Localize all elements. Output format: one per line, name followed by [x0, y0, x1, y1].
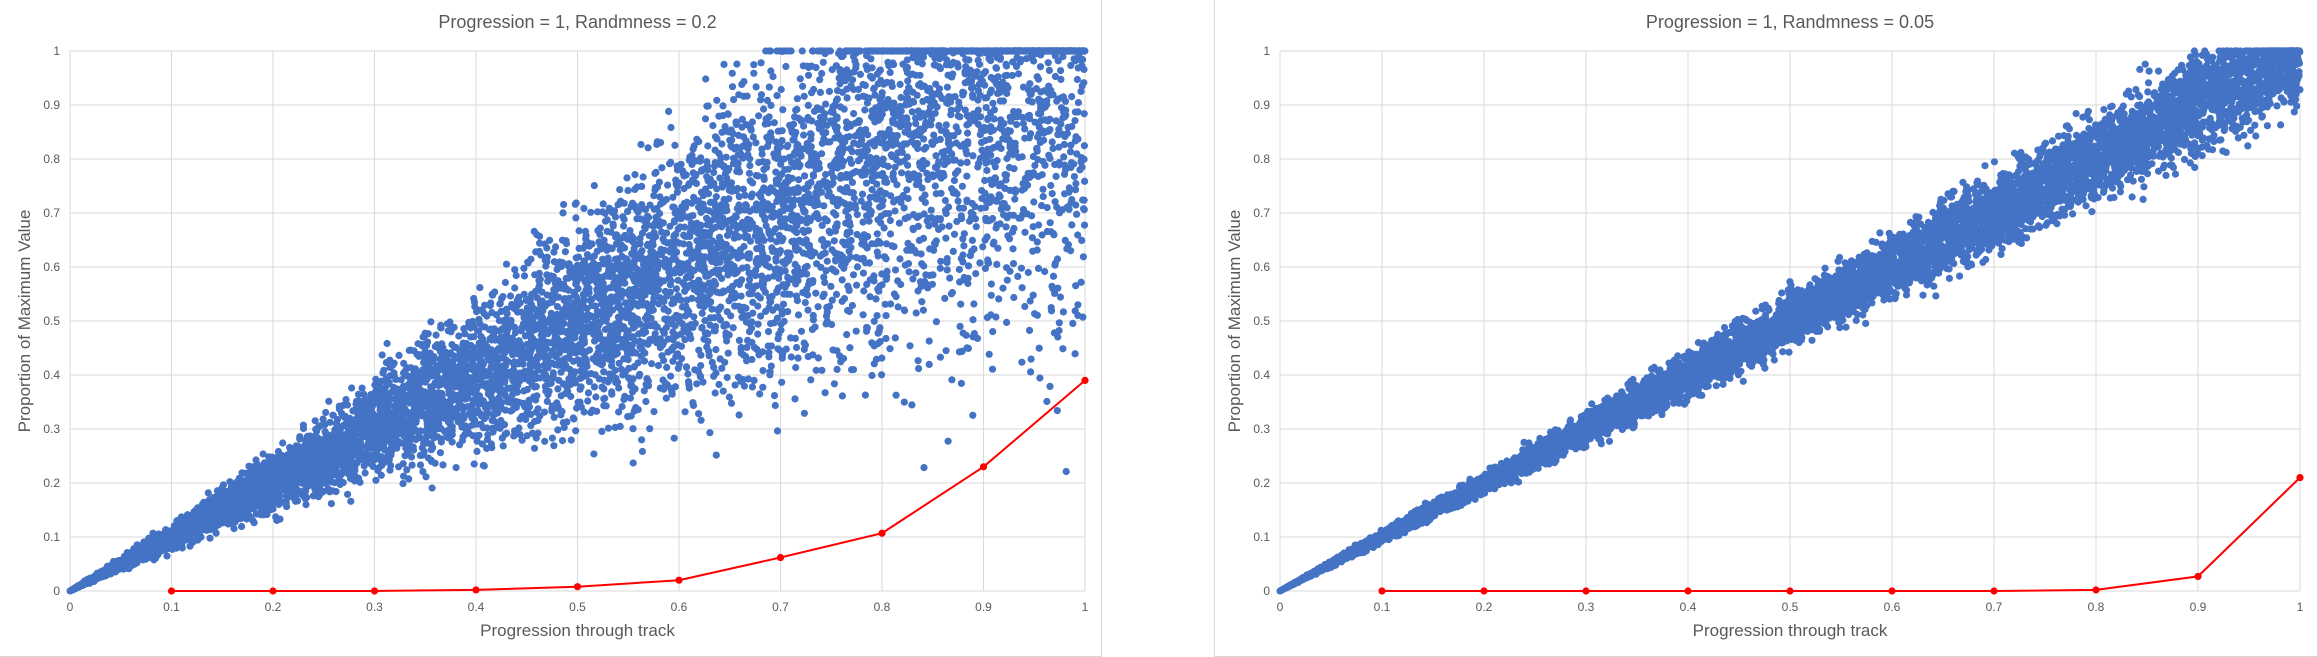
x-tick-label: 0.4	[468, 600, 485, 614]
x-tick-label: 1	[2297, 600, 2304, 614]
y-tick-label: 0.5	[1253, 314, 1270, 328]
chart-panel-right: Progression = 1, Randmness = 0.05 0 0.1 0.2…	[1214, 0, 2318, 657]
scatter-points	[66, 47, 1089, 595]
tick-labels: 0 0.1 0.2 0.3 0.4 0.5 0.6 0.7 0.8 0.9 1 0 0.1 0.2 0.3 0…	[1253, 44, 2303, 614]
threshold-line-point	[1990, 587, 1998, 595]
x-tick-label: 0.3	[366, 600, 383, 614]
scatter-chart-left: Progression = 1, Randmness = 0.20 0.1 0.2 0…	[15, 12, 1089, 640]
y-tick-label: 0	[1263, 584, 1270, 598]
y-tick-label: 0.9	[43, 98, 60, 112]
y-tick-label: 0.6	[1253, 260, 1270, 274]
chart-panel-left: Progression = 1, Randmness = 0.2 0 0.1 0.2 0…	[0, 0, 1102, 657]
y-tick-label: 0.1	[1253, 530, 1270, 544]
y-tick-label: 0.8	[1253, 152, 1270, 166]
y-tick-label: 0.8	[43, 152, 60, 166]
y-tick-label: 0.1	[43, 530, 60, 544]
x-tick-label: 0	[67, 600, 74, 614]
y-tick-label: 0.2	[1253, 476, 1270, 490]
x-tick-label: 0.7	[772, 600, 789, 614]
x-tick-label: 0.7	[1986, 600, 2003, 614]
x-tick-label: 0.2	[265, 600, 282, 614]
threshold-line-point	[2296, 474, 2304, 482]
threshold-line-point	[2194, 572, 2202, 581]
x-tick-label: 1	[1082, 600, 1089, 614]
x-tick-label: 0.9	[975, 600, 992, 614]
threshold-line-point	[1582, 587, 1590, 595]
x-tick-label: 0	[1277, 600, 1284, 614]
x-tick-label: 0.4	[1680, 600, 1697, 614]
threshold-line-point	[2092, 586, 2100, 594]
x-tick-label: 0.5	[569, 600, 586, 614]
y-tick-label: 0.7	[1253, 206, 1270, 220]
chart-title: Progression = 1, Randmness = 0.05	[1646, 12, 1934, 32]
x-tick-label: 0.1	[1374, 600, 1391, 614]
threshold-line-point	[1081, 376, 1089, 384]
threshold-line-point	[1786, 587, 1794, 595]
x-tick-label: 0.8	[2088, 600, 2105, 614]
y-axis-title: Proportion of Maximum Value	[15, 210, 34, 433]
threshold-line-point	[167, 587, 176, 595]
threshold-line-point	[573, 583, 582, 591]
y-tick-label: 1	[1263, 44, 1270, 58]
x-tick-label: 0.5	[1782, 600, 1799, 614]
y-tick-label: 0.4	[1253, 368, 1270, 382]
x-tick-label: 0.3	[1578, 600, 1595, 614]
y-tick-label: 0.6	[43, 260, 60, 274]
scatter-points	[1276, 47, 2304, 595]
scatter-chart-right: Progression = 1, Randmness = 0.05 0 0.1 0.2…	[1225, 12, 2304, 640]
threshold-line	[171, 379, 1086, 592]
gridlines	[1279, 50, 2301, 592]
threshold-line-point	[472, 586, 480, 594]
chart-title: Progression = 1, Randmness = 0.2	[438, 12, 716, 32]
threshold-line-point	[269, 587, 277, 595]
x-tick-label: 0.6	[1884, 600, 1901, 614]
y-tick-label: 0.5	[43, 314, 60, 328]
y-tick-label: 0.3	[1253, 422, 1270, 436]
y-tick-label: 0	[53, 584, 60, 598]
x-axis-title: Progression through track	[480, 621, 675, 640]
threshold-line-point	[878, 529, 886, 537]
tick-labels: 0 0.1 0.2 0.3 0.4 0.5 0.6 0.7 0.8 0.9 1 0 0.1 0.2 0.3 0…	[43, 44, 1088, 614]
threshold-line	[1382, 476, 2301, 592]
y-tick-label: 0.7	[43, 206, 60, 220]
x-tick-label: 0.8	[874, 600, 891, 614]
y-tick-label: 0.3	[43, 422, 60, 436]
threshold-line-point	[776, 553, 785, 562]
threshold-line-point	[675, 576, 683, 584]
y-tick-label: 0.2	[43, 476, 60, 490]
x-tick-label: 0.6	[671, 600, 688, 614]
x-tick-label: 0.9	[2190, 600, 2207, 614]
threshold-line-point	[1888, 587, 1896, 595]
x-axis-title: Progression through track	[1693, 621, 1888, 640]
y-tick-label: 0.9	[1253, 98, 1270, 112]
y-tick-label: 0.4	[43, 368, 60, 382]
y-tick-label: 1	[53, 44, 60, 58]
threshold-line-point	[370, 587, 379, 595]
threshold-line-point	[1684, 587, 1692, 595]
threshold-line-point	[1378, 587, 1386, 595]
x-tick-label: 0.1	[163, 600, 180, 614]
y-axis-title: Proportion of Maximum Value	[1225, 210, 1244, 433]
x-tick-label: 0.2	[1476, 600, 1493, 614]
threshold-line-point	[979, 463, 988, 471]
threshold-line-point	[1480, 587, 1488, 595]
